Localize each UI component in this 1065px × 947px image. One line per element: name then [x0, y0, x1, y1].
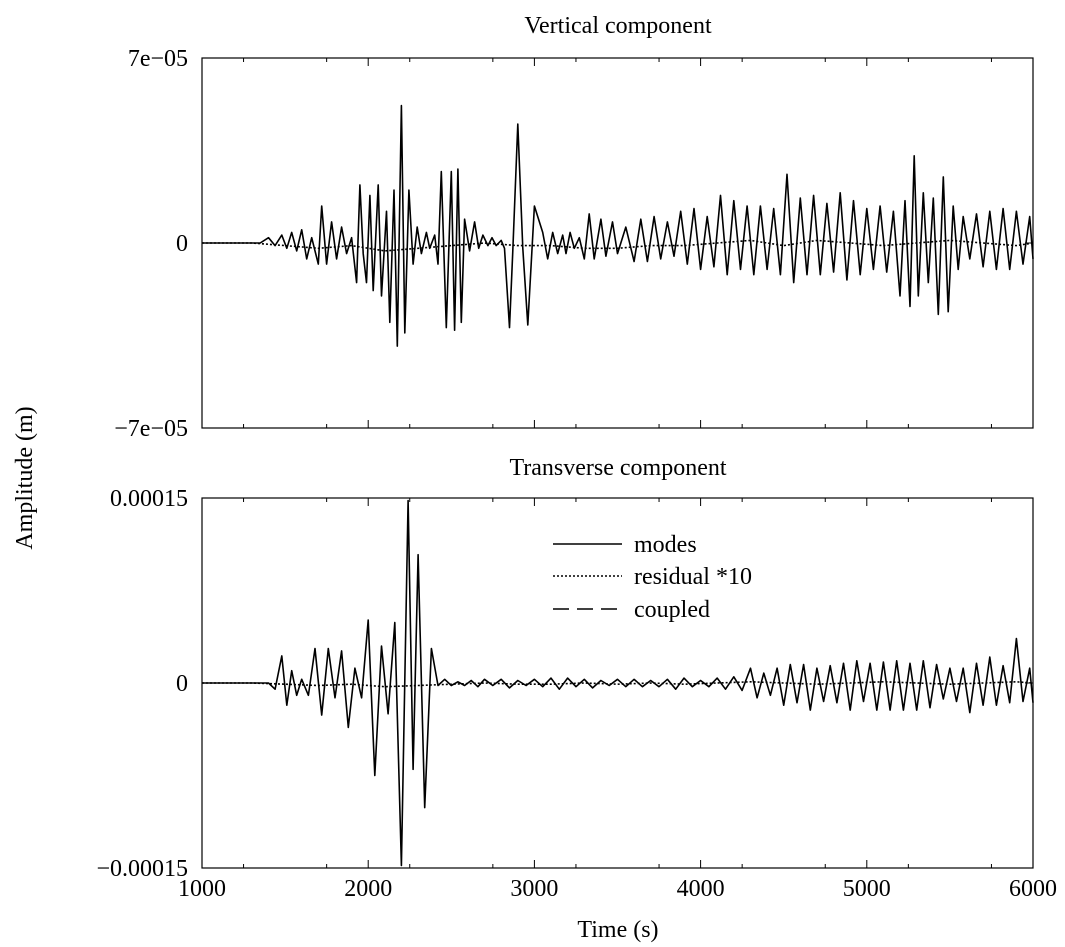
series-group-vertical	[202, 104, 1034, 347]
plot-frame-transverse	[201, 497, 1034, 869]
vertical-component-panel: Vertical component −7e−05 0 7e−05	[114, 13, 1034, 442]
y-tick-label-vertical-0: −7e−05	[114, 416, 188, 442]
x-tick-label-1: 2000	[344, 876, 392, 902]
panel-title-vertical: Vertical component	[524, 13, 712, 39]
series-line-vertical-modes	[202, 104, 1034, 347]
legend-label-coupled: coupled	[634, 597, 710, 623]
panel-title-transverse: Transverse component	[509, 455, 726, 481]
x-tick-label-5: 6000	[1009, 876, 1057, 902]
y-tick-label-vertical-2: 7e−05	[128, 46, 188, 72]
x-tick-label-4: 5000	[843, 876, 891, 902]
legend: modes residual *10 coupled	[553, 532, 752, 623]
legend-label-residual: residual *10	[634, 564, 752, 590]
x-tick-labels: 1000 2000 3000 4000 5000 6000	[178, 876, 1057, 902]
tick-group-vertical: −7e−05 0 7e−05	[114, 46, 1034, 442]
x-tick-label-2: 3000	[510, 876, 558, 902]
y-axis-label: Amplitude (m)	[12, 406, 38, 549]
transverse-component-panel: Transverse component −0.00015 0 0.00015	[96, 455, 1034, 882]
x-tick-label-0: 1000	[178, 876, 226, 902]
y-tick-label-transverse-2: 0.00015	[110, 486, 188, 512]
y-tick-label-transverse-1: 0	[176, 671, 188, 697]
y-tick-label-vertical-1: 0	[176, 231, 188, 257]
x-tick-label-3: 4000	[677, 876, 725, 902]
series-group-transverse	[202, 499, 1034, 867]
y-tick-label-transverse-0: −0.00015	[96, 856, 188, 882]
x-axis-label: Time (s)	[577, 917, 658, 943]
series-line-transverse-residual-10	[202, 681, 1034, 688]
legend-label-modes: modes	[634, 532, 697, 558]
series-line-transverse-modes	[202, 499, 1034, 867]
series-line-vertical-residual-10	[202, 239, 1034, 252]
tick-group-transverse: −0.00015 0 0.00015	[96, 486, 1034, 882]
